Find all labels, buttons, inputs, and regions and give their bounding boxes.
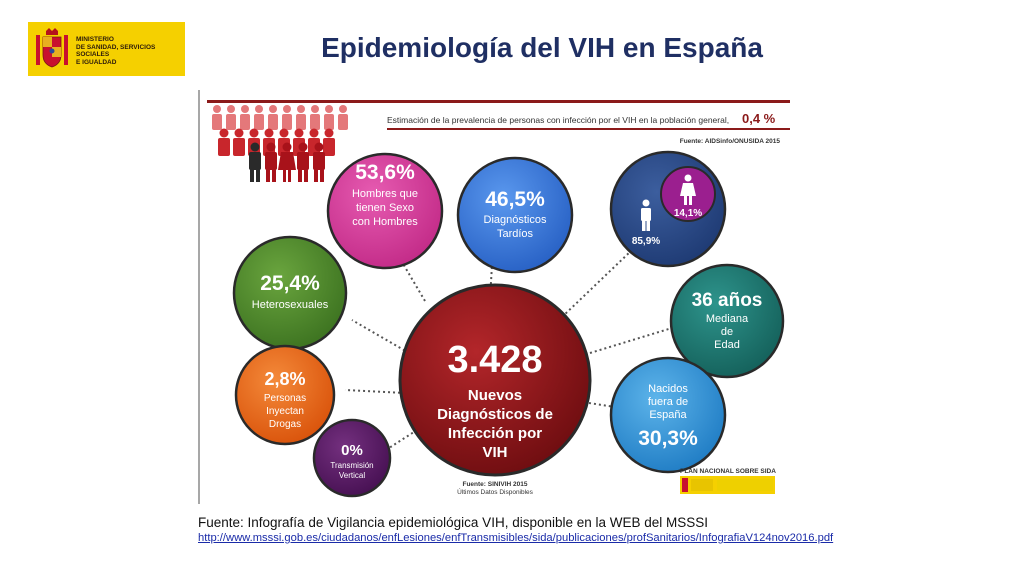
age-label-1: Mediana bbox=[706, 313, 749, 325]
infographic: Estimación de la prevalencia de personas… bbox=[197, 90, 794, 504]
msm-value: 53,6% bbox=[355, 161, 415, 184]
ministry-line-2: DE SANIDAD, SERVICIOS SOCIALES bbox=[76, 43, 156, 59]
page-title: Epidemiología del VIH en España bbox=[321, 32, 763, 63]
pwid-value: 2,8% bbox=[264, 369, 305, 389]
msm-label-1: Hombres que bbox=[352, 188, 418, 200]
vertical-value: 0% bbox=[341, 442, 363, 459]
prevalence-text: Estimación de la prevalencia de personas… bbox=[387, 115, 729, 125]
plan-nacional-logo: PLAN NACIONAL SOBRE SIDA bbox=[680, 468, 776, 494]
center-value: 3.428 bbox=[447, 339, 542, 381]
center-label-2: Diagnósticos de bbox=[437, 406, 553, 423]
hetero-value: 25,4% bbox=[260, 272, 320, 295]
age-value: 36 años bbox=[692, 290, 763, 311]
coat-of-arms-icon bbox=[36, 28, 68, 68]
foreign-label-2: fuera de bbox=[648, 396, 688, 408]
ministry-line-3: E IGUALDAD bbox=[76, 58, 117, 66]
msm-label-3: con Hombres bbox=[352, 216, 418, 228]
footer-link[interactable]: http://www.msssi.gob.es/ciudadanos/enfLe… bbox=[198, 532, 834, 544]
source-bottom-2: Últimos Datos Disponibles bbox=[457, 487, 534, 496]
people-icons bbox=[212, 105, 348, 182]
age-label-3: Edad bbox=[714, 339, 740, 351]
vertical-label-1: Transmisión bbox=[330, 461, 373, 470]
center-label-3: Infección por bbox=[448, 425, 542, 442]
man-icon bbox=[641, 199, 651, 231]
new-diagnoses-circle: 3.428 Nuevos Diagnósticos de Infección p… bbox=[398, 283, 592, 477]
ministry-name: MINISTERIO DE SANIDAD, SERVICIOS SOCIALE… bbox=[76, 36, 185, 66]
center-label-4: VIH bbox=[482, 444, 507, 461]
hetero-label: Heterosexuales bbox=[252, 299, 329, 311]
pwid-circle: 2,8% Personas Inyectan Drogas bbox=[234, 344, 336, 446]
median-age-circle: 36 años Mediana de Edad bbox=[669, 263, 785, 379]
foreign-born-circle: Nacidos fuera de España 30,3% bbox=[609, 356, 727, 474]
late-value: 46,5% bbox=[485, 188, 545, 211]
infographic-canvas: Estimación de la prevalencia de personas… bbox=[198, 90, 790, 504]
center-label-1: Nuevos bbox=[468, 387, 522, 404]
late-label-1: Diagnósticos bbox=[484, 214, 547, 226]
plan-label: PLAN NACIONAL SOBRE SIDA bbox=[680, 468, 776, 475]
ministry-logo: MINISTERIO DE SANIDAD, SERVICIOS SOCIALE… bbox=[28, 22, 185, 76]
foreign-value: 30,3% bbox=[638, 427, 698, 450]
footer-source: Fuente: Infografía de Vigilancia epidemi… bbox=[198, 515, 709, 530]
foreign-label-1: Nacidos bbox=[648, 383, 688, 395]
source-top: Fuente: AIDSinfo/ONUSIDA 2015 bbox=[680, 138, 781, 145]
late-label-2: Tardíos bbox=[497, 228, 534, 240]
source-bottom: Fuente: SINIVIH 2015 bbox=[462, 481, 527, 488]
age-label-2: de bbox=[721, 326, 733, 338]
woman-icon bbox=[680, 174, 696, 205]
heterosexual-circle: 25,4% Heterosexuales bbox=[232, 235, 348, 351]
pwid-label-2: Inyectan bbox=[266, 406, 304, 417]
late-diagnosis-circle: 46,5% Diagnósticos Tardíos bbox=[456, 156, 574, 274]
pwid-label-3: Drogas bbox=[269, 419, 301, 430]
pwid-label-1: Personas bbox=[264, 393, 306, 404]
women-value: 14,1% bbox=[674, 208, 702, 219]
men-value: 85,9% bbox=[632, 236, 660, 247]
vertical-transmission-circle: 0% Transmisión Vertical bbox=[312, 418, 392, 498]
prevalence-value: 0,4 % bbox=[742, 111, 776, 126]
msm-label-2: tienen Sexo bbox=[356, 202, 414, 214]
msm-circle: 53,6% Hombres que tienen Sexo con Hombre… bbox=[326, 152, 444, 270]
ministry-line-1: MINISTERIO bbox=[76, 36, 114, 43]
sex-distribution-circle: 14,1% 85,9% bbox=[609, 150, 727, 268]
foreign-label-3: España bbox=[649, 409, 687, 421]
vertical-label-2: Vertical bbox=[339, 471, 365, 480]
